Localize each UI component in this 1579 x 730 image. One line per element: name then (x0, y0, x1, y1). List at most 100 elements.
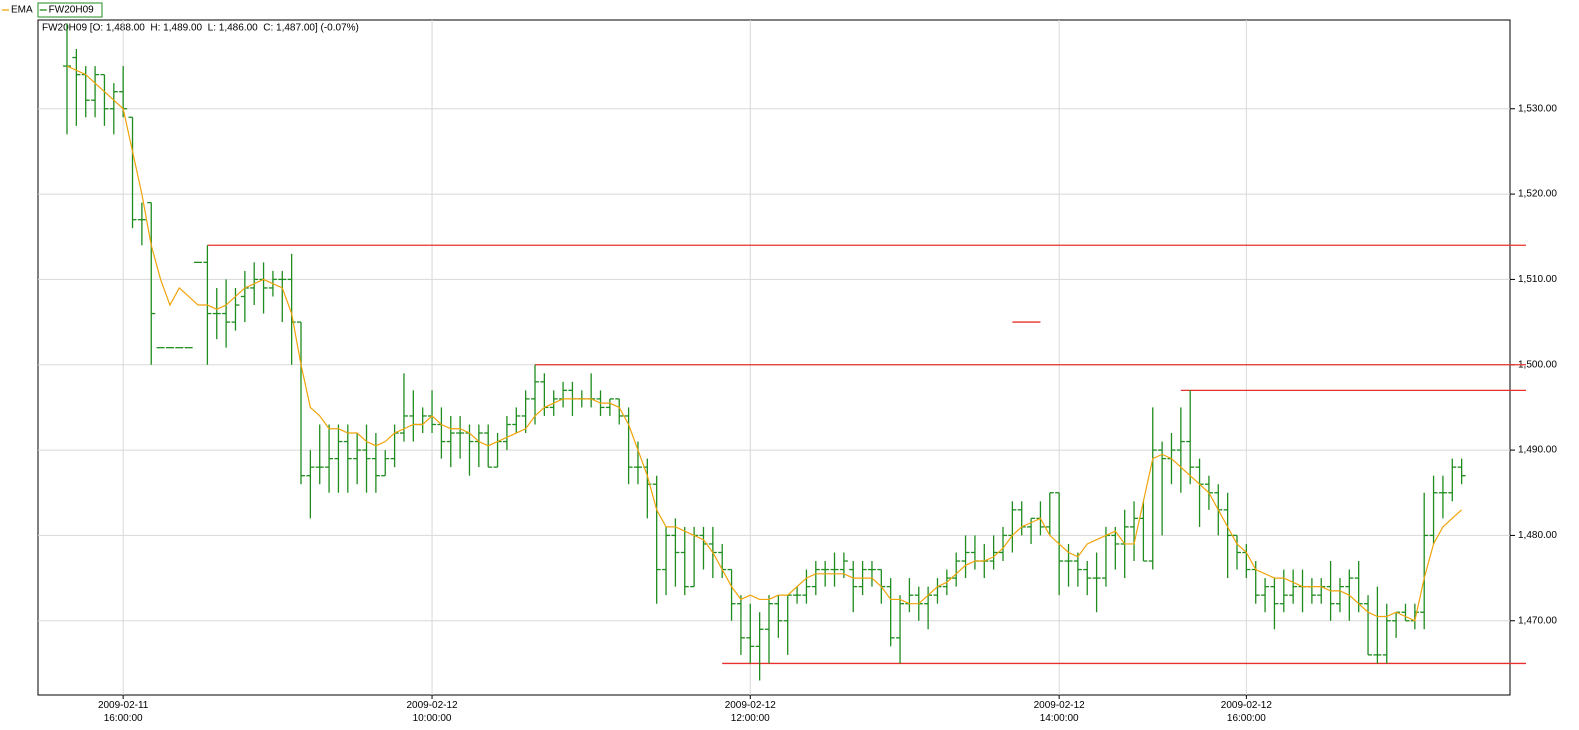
ohlc-bar (615, 398, 624, 425)
ohlc-bar (1457, 458, 1466, 485)
ohlc-bar (765, 595, 773, 664)
ohlc-bar (662, 526, 671, 596)
ohlc-bar (1261, 578, 1270, 613)
ohlc-bar (802, 569, 811, 604)
legend-label: FW20H09 (49, 5, 94, 16)
ohlc-bar (1373, 586, 1382, 664)
ohlc-bar (128, 116, 137, 229)
ohlc-bar (109, 83, 118, 135)
ohlc-bar (521, 390, 530, 434)
ohlc-bar (297, 321, 305, 485)
y-tick-label: 1,530.00 (1518, 103, 1557, 114)
ohlc-bar (306, 450, 315, 519)
ohlc-bar (137, 202, 146, 246)
legend-box (37, 2, 103, 18)
ohlc-bar (231, 287, 240, 331)
ohlc-bar (896, 595, 905, 664)
ohlc-bar (1438, 475, 1447, 519)
ohlc-bar (886, 578, 895, 647)
ohlc-bar (72, 49, 81, 126)
x-tick-label: 2009-02-12 16:00:00 (1220, 700, 1272, 724)
ohlc-bar (1270, 578, 1279, 630)
ohlc-bar (456, 415, 465, 459)
ohlc-bar (1420, 492, 1429, 630)
ohlc-bar (531, 364, 539, 425)
ohlc-bar (399, 373, 408, 442)
ohlc-bar (624, 407, 633, 485)
ohlc-bar (222, 279, 231, 348)
ohlc-bar (381, 450, 390, 477)
x-tick-label: 2009-02-12 14:00:00 (1033, 700, 1085, 724)
ohlc-bar (1401, 603, 1410, 622)
y-tick-label: 1,490.00 (1518, 445, 1557, 456)
ohlc-bar (605, 398, 614, 416)
ohlc-bar (999, 526, 1007, 562)
ohlc-bar (334, 424, 343, 493)
ohlc-bar (371, 433, 380, 493)
ohlc-bar (736, 595, 745, 655)
x-tick-label: 2009-02-11 16:00:00 (97, 700, 149, 724)
ohlc-bar (849, 561, 858, 613)
ohlc-bar (502, 415, 511, 451)
y-tick-label: 1,480.00 (1518, 530, 1557, 541)
ohlc-bar (362, 424, 371, 493)
y-tick-label: 1,510.00 (1518, 274, 1557, 285)
ohlc-bar (1289, 569, 1298, 604)
ohlc-bar (867, 561, 876, 587)
ohlc-bar (793, 586, 802, 604)
ohlc-bar (1045, 492, 1054, 536)
x-tick-label: 2009-02-12 12:00:00 (724, 700, 776, 724)
ohlc-bar (755, 612, 764, 681)
x-tick-label: 2009-02-12 10:00:00 (406, 700, 458, 724)
ohlc-bar (961, 535, 970, 579)
ohlc-bar (1176, 407, 1185, 493)
ohlc-bar (1364, 595, 1373, 656)
ohlc-bar (91, 66, 100, 118)
y-tick-label: 1,520.00 (1518, 189, 1557, 200)
ohlc-bar (1223, 492, 1232, 579)
ohlc-bar (1279, 569, 1288, 613)
ohlc-bar (652, 475, 661, 604)
ohlc-bar (512, 407, 521, 434)
legend-label: EMA (11, 5, 33, 16)
ema-line (66, 65, 1463, 622)
ohlc-bar (727, 568, 736, 621)
ohlc-bar (671, 518, 680, 587)
ohlc-bar (1064, 543, 1073, 587)
ohlc-bar (1335, 578, 1344, 613)
ohlc-bar (100, 73, 109, 126)
ohlc-bar (1130, 501, 1139, 562)
ohlc-bar (1158, 441, 1167, 536)
ohlc-bar (147, 201, 156, 365)
ohlc-bar (1092, 552, 1101, 613)
ohlc-bar (1429, 475, 1438, 544)
ohlc-bar (952, 552, 961, 587)
plot-area (37, 19, 1511, 696)
ohlc-bar (212, 287, 221, 340)
ohlc-bar (353, 433, 362, 485)
ohlc-bar (1148, 407, 1157, 570)
ohlc-bar (680, 526, 689, 596)
ohlc-bar (1186, 390, 1195, 485)
y-tick-label: 1,470.00 (1518, 615, 1557, 626)
info-text: FW20H09 [O: 1,488.00 H: 1,489.00 L: 1,48… (42, 23, 359, 34)
ohlc-bar (278, 270, 287, 323)
ohlc-bar (315, 424, 324, 485)
ohlc-bar (989, 535, 998, 570)
ohlc-bar (1233, 534, 1241, 570)
ohlc-bar (325, 424, 334, 493)
ohlc-bar (343, 424, 352, 493)
ohlc-bar (1382, 603, 1391, 664)
ohlc-bar (746, 603, 755, 664)
ohlc-bar (1073, 552, 1082, 587)
ohlc-bar (446, 415, 455, 468)
ohlc-bar (1448, 458, 1457, 502)
y-tick-label: 1,500.00 (1518, 359, 1557, 370)
ohlc-bar (1083, 561, 1092, 596)
ohlc-bar (1111, 526, 1120, 570)
ohlc-bar (830, 552, 839, 587)
ohlc-bar (811, 561, 820, 596)
ohlc-bar (774, 595, 783, 638)
